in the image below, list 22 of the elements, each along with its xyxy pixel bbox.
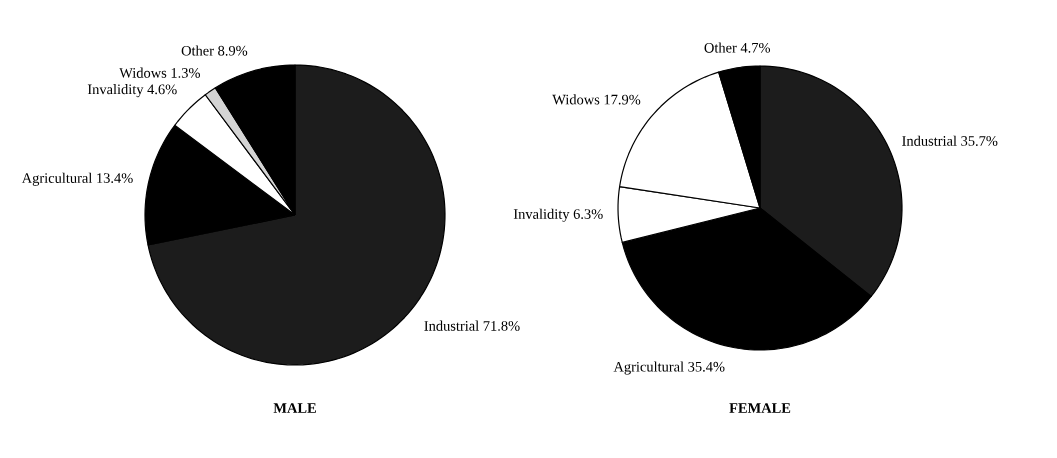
slice-label: Other <box>181 45 214 56</box>
data-label: 6.3% <box>573 209 603 219</box>
data-label: 35.7% <box>961 136 998 146</box>
data-label: 71.8% <box>483 321 520 331</box>
data-label: 4.6% <box>147 84 177 95</box>
slice-label: Widows <box>119 67 167 78</box>
slice-label: Industrial <box>424 320 479 331</box>
slice-label: Agricultural <box>613 361 684 375</box>
slice-label: Other <box>704 42 737 53</box>
text: FEMALE <box>729 403 791 413</box>
slice-label: Widows <box>552 94 600 105</box>
slice-label: Invalidity <box>513 208 570 222</box>
data-label: 35.4% <box>688 361 725 372</box>
slice-label: Agricultural <box>21 172 93 186</box>
slice-label: Industrial <box>902 135 957 146</box>
slice-label: Invalidity <box>87 84 144 98</box>
text: MALE <box>273 403 316 413</box>
data-label: 1.3% <box>171 68 200 78</box>
data-label: 8.9% <box>218 45 248 56</box>
data-label: 17.9% <box>604 94 641 105</box>
data-label: 4.7% <box>740 42 771 53</box>
data-label: 13.4% <box>97 173 133 183</box>
